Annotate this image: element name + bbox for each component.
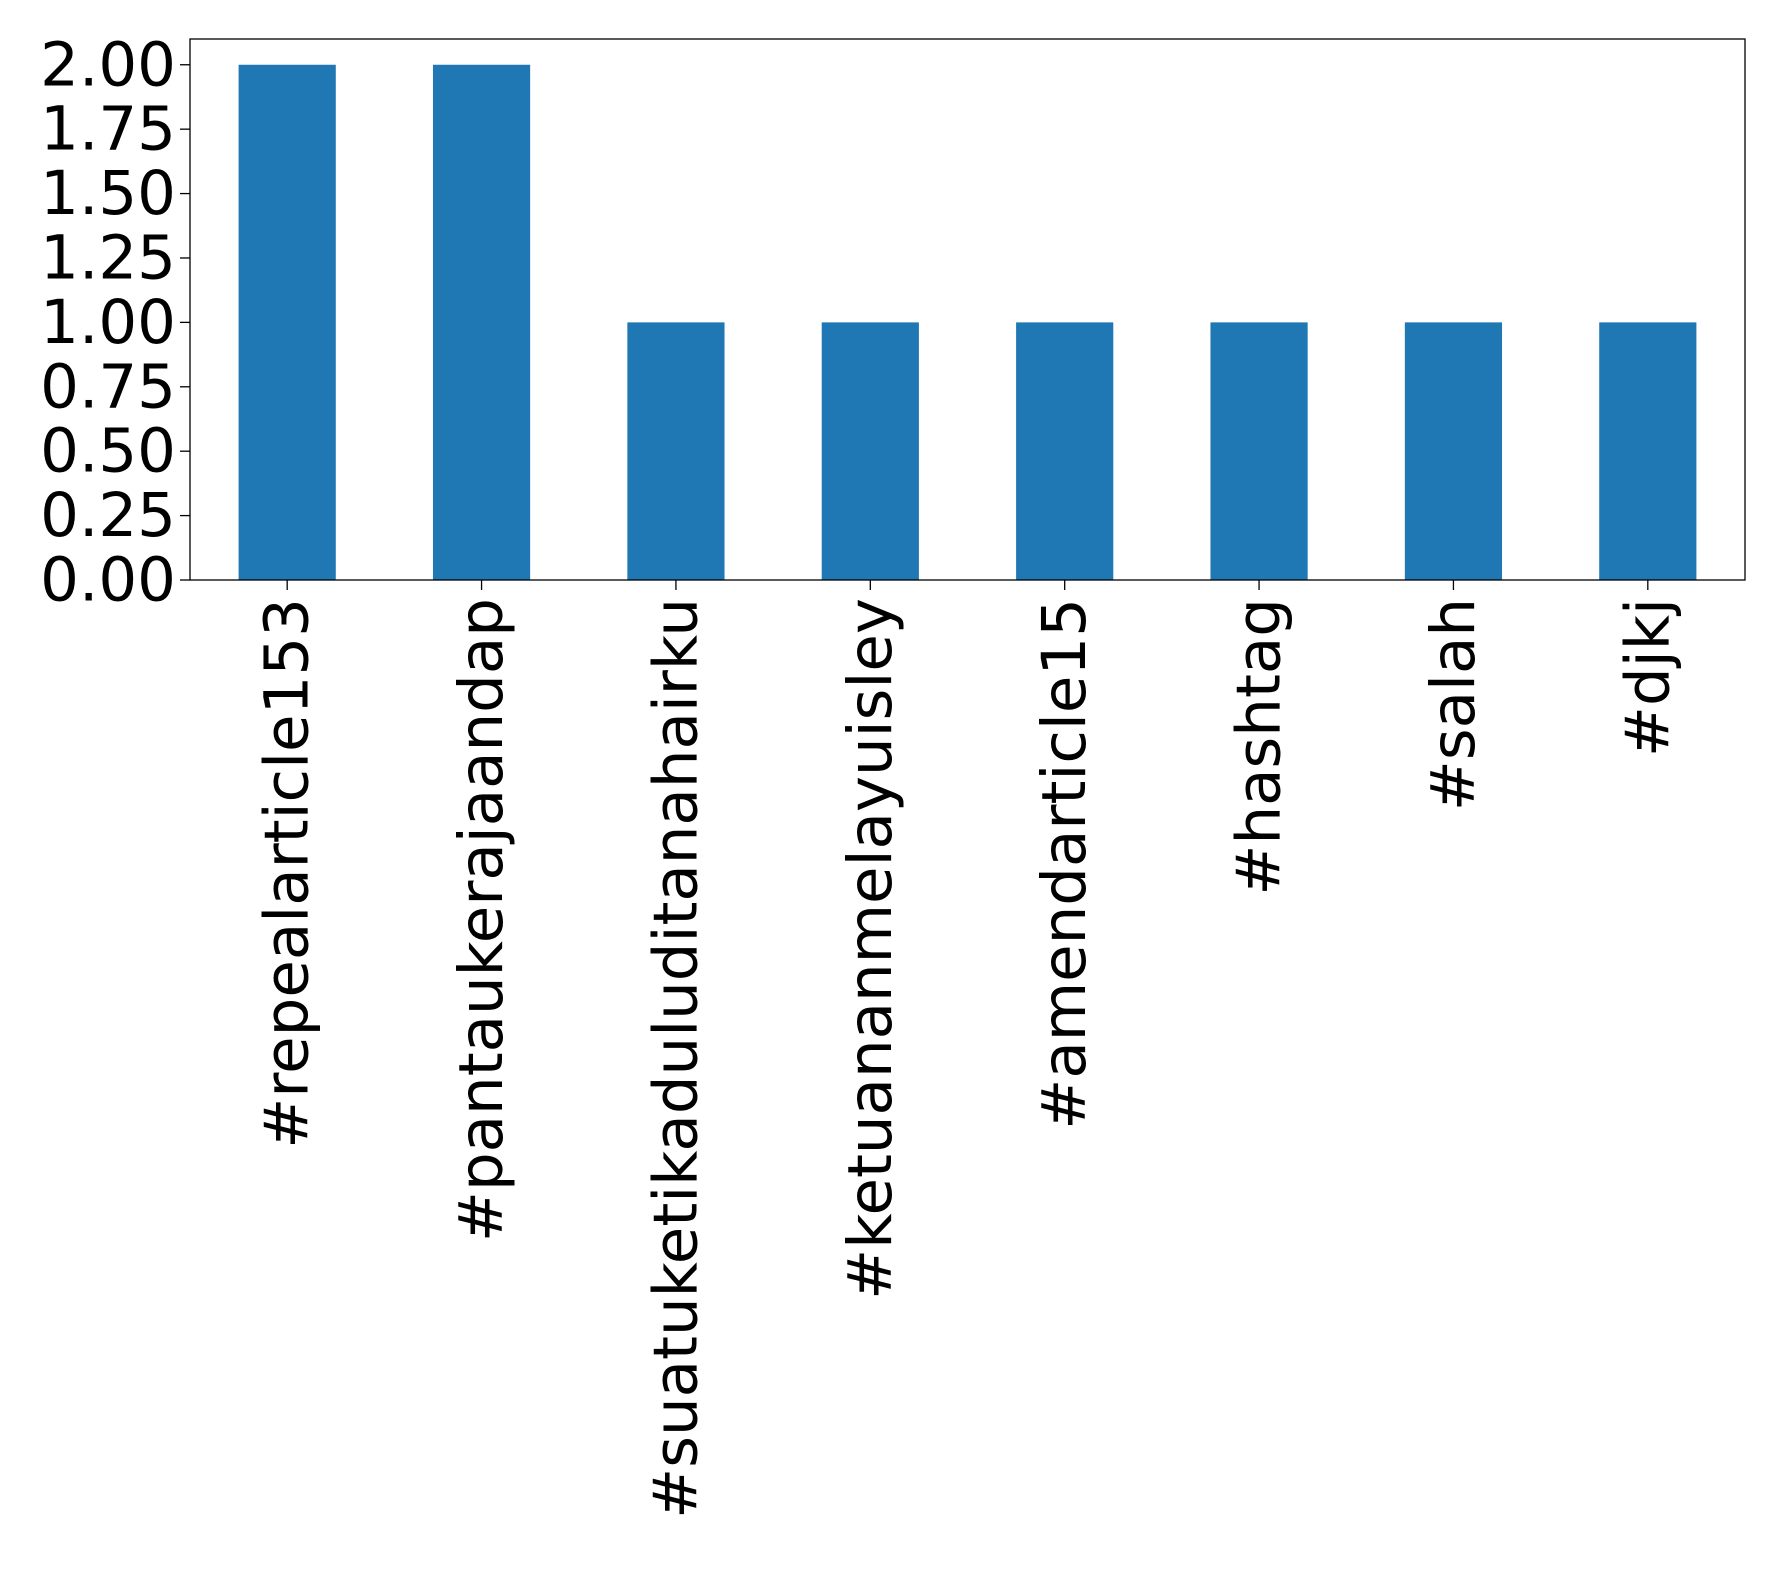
x-tick-label-5: #hashtag: [1224, 598, 1295, 896]
x-tick-label-2: #suatuketikaduluditanahairku: [640, 598, 711, 1519]
x-tick-label-3: #ketuananmelayuisley: [835, 598, 906, 1300]
y-tick-label-6: 1.50: [40, 158, 176, 229]
x-tick-label-6: #salah: [1418, 598, 1489, 811]
bar-6: [1404, 322, 1503, 580]
x-tick-label-7: #djkj: [1612, 598, 1683, 757]
bar-5: [1210, 322, 1308, 580]
y-tick-label-1: 0.25: [40, 480, 176, 551]
y-tick-label-2: 0.50: [40, 416, 176, 487]
y-axis: 0.000.250.500.751.001.251.501.752.00: [40, 29, 190, 616]
bars-layer: [238, 64, 1697, 580]
x-tick-label-1: #pantaukerajaandap: [446, 598, 517, 1242]
x-tick-label-0: #repealarticle153: [252, 598, 323, 1149]
bar-4: [1016, 322, 1114, 580]
bar-1: [432, 64, 531, 580]
x-axis: #repealarticle153 #pantaukerajaandap #suat…: [252, 580, 1683, 1519]
y-tick-label-4: 1.00: [40, 287, 176, 358]
x-tick-label-4: #amendarticle15: [1029, 598, 1100, 1130]
bar-2: [627, 322, 725, 580]
y-tick-label-0: 0.00: [40, 545, 176, 616]
y-tick-label-5: 1.25: [40, 222, 176, 293]
y-tick-label-8: 2.00: [40, 29, 176, 100]
y-tick-label-7: 1.75: [40, 94, 176, 165]
y-tick-label-3: 0.75: [40, 351, 176, 422]
bar-3: [821, 322, 919, 580]
bar-7: [1599, 322, 1697, 580]
bar-0: [238, 64, 336, 580]
plot-frame: [189, 38, 1746, 581]
